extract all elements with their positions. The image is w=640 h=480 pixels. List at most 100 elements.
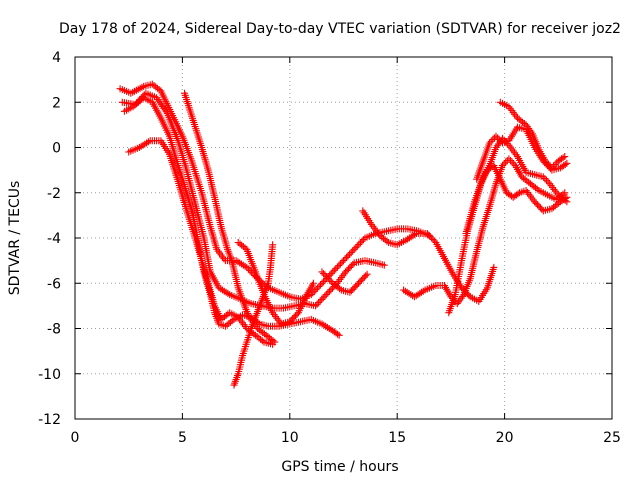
data-point bbox=[286, 318, 294, 326]
data-point bbox=[489, 136, 497, 144]
data-point bbox=[536, 204, 544, 212]
data-point bbox=[349, 247, 357, 255]
data-point bbox=[271, 338, 279, 346]
data-point bbox=[561, 189, 569, 197]
data-point bbox=[356, 239, 364, 247]
data-point bbox=[486, 139, 494, 147]
data-point bbox=[514, 190, 522, 198]
data-point bbox=[319, 294, 327, 302]
y-tick-label-6: -8 bbox=[47, 322, 61, 338]
data-point bbox=[324, 274, 332, 282]
data-point bbox=[362, 272, 370, 280]
x-tick-labels: 0 5 10 15 20 25 bbox=[71, 430, 621, 446]
data-point bbox=[357, 276, 365, 284]
data-point bbox=[136, 97, 144, 105]
data-point bbox=[335, 262, 343, 269]
data-point bbox=[246, 267, 254, 275]
x-tick-label-5: 25 bbox=[603, 430, 621, 446]
y-tick-label-3: -2 bbox=[47, 186, 61, 202]
data-point bbox=[323, 273, 331, 281]
data-point bbox=[320, 278, 328, 286]
data-point bbox=[317, 281, 324, 289]
series-track-4 bbox=[125, 137, 277, 348]
x-tick-label-3: 15 bbox=[388, 430, 406, 446]
data-point bbox=[340, 257, 347, 265]
data-markers bbox=[116, 80, 571, 389]
chart-title: Day 178 of 2024, Sidereal Day-to-day VTE… bbox=[59, 21, 621, 37]
data-point bbox=[346, 263, 354, 271]
data-point bbox=[355, 279, 362, 287]
data-point bbox=[359, 236, 367, 244]
data-point bbox=[346, 250, 354, 258]
data-point bbox=[495, 136, 503, 144]
series-track-9 bbox=[400, 155, 569, 308]
data-point bbox=[312, 286, 320, 294]
data-point bbox=[505, 155, 513, 163]
data-point bbox=[343, 253, 351, 261]
y-tick-label-5: -6 bbox=[47, 276, 61, 292]
data-point bbox=[318, 295, 326, 303]
data-point bbox=[315, 283, 323, 290]
data-point bbox=[425, 231, 433, 239]
y-tick-label-2: 0 bbox=[52, 141, 61, 157]
series-track-8 bbox=[359, 207, 498, 305]
data-point bbox=[347, 249, 355, 256]
data-point bbox=[490, 263, 498, 271]
data-point bbox=[561, 153, 569, 161]
data-point bbox=[563, 198, 571, 206]
y-tick-label-8: -12 bbox=[38, 412, 61, 428]
data-point bbox=[543, 159, 551, 167]
data-point bbox=[324, 289, 332, 297]
data-point bbox=[494, 134, 502, 142]
data-point bbox=[244, 265, 252, 273]
data-point bbox=[363, 270, 371, 278]
data-point bbox=[269, 241, 277, 249]
x-tick-label-0: 0 bbox=[71, 430, 80, 446]
data-point bbox=[335, 331, 343, 339]
data-point bbox=[269, 337, 277, 345]
data-point bbox=[359, 275, 367, 283]
data-point bbox=[318, 268, 326, 276]
data-point bbox=[140, 91, 148, 99]
data-point bbox=[338, 258, 346, 266]
data-point bbox=[532, 199, 540, 207]
data-point bbox=[346, 288, 354, 296]
y-tick-label-7: -10 bbox=[38, 367, 61, 383]
data-point bbox=[342, 268, 350, 276]
data-point bbox=[322, 291, 330, 299]
data-point bbox=[492, 132, 500, 140]
data-point bbox=[534, 201, 541, 209]
data-point bbox=[380, 261, 388, 269]
axis-ticks bbox=[74, 56, 613, 420]
data-point bbox=[551, 161, 559, 168]
data-point bbox=[539, 173, 547, 181]
data-point bbox=[355, 241, 363, 248]
data-point bbox=[358, 237, 366, 245]
data-point bbox=[510, 160, 518, 168]
data-point bbox=[349, 260, 357, 268]
data-point bbox=[353, 242, 361, 250]
y-axis-label: SDTVAR / TECUs bbox=[7, 181, 23, 296]
x-axis-label: GPS time / hours bbox=[281, 459, 398, 475]
data-point bbox=[520, 120, 528, 127]
data-point bbox=[499, 162, 506, 170]
data-point bbox=[550, 162, 557, 170]
series-track-7 bbox=[234, 239, 317, 328]
series-track-14 bbox=[318, 268, 371, 296]
data-point bbox=[313, 300, 321, 308]
grid-lines bbox=[75, 57, 612, 419]
data-point bbox=[507, 157, 514, 164]
data-point bbox=[383, 237, 391, 245]
data-point bbox=[287, 316, 295, 324]
data-point bbox=[327, 270, 335, 278]
data-point bbox=[329, 268, 337, 276]
data-point bbox=[465, 291, 473, 299]
data-point bbox=[332, 265, 340, 273]
data-point bbox=[543, 176, 550, 184]
data-point bbox=[326, 276, 334, 284]
series-track-6 bbox=[230, 241, 277, 389]
y-tick-label-1: 2 bbox=[52, 95, 61, 111]
series-track-11 bbox=[462, 134, 571, 237]
